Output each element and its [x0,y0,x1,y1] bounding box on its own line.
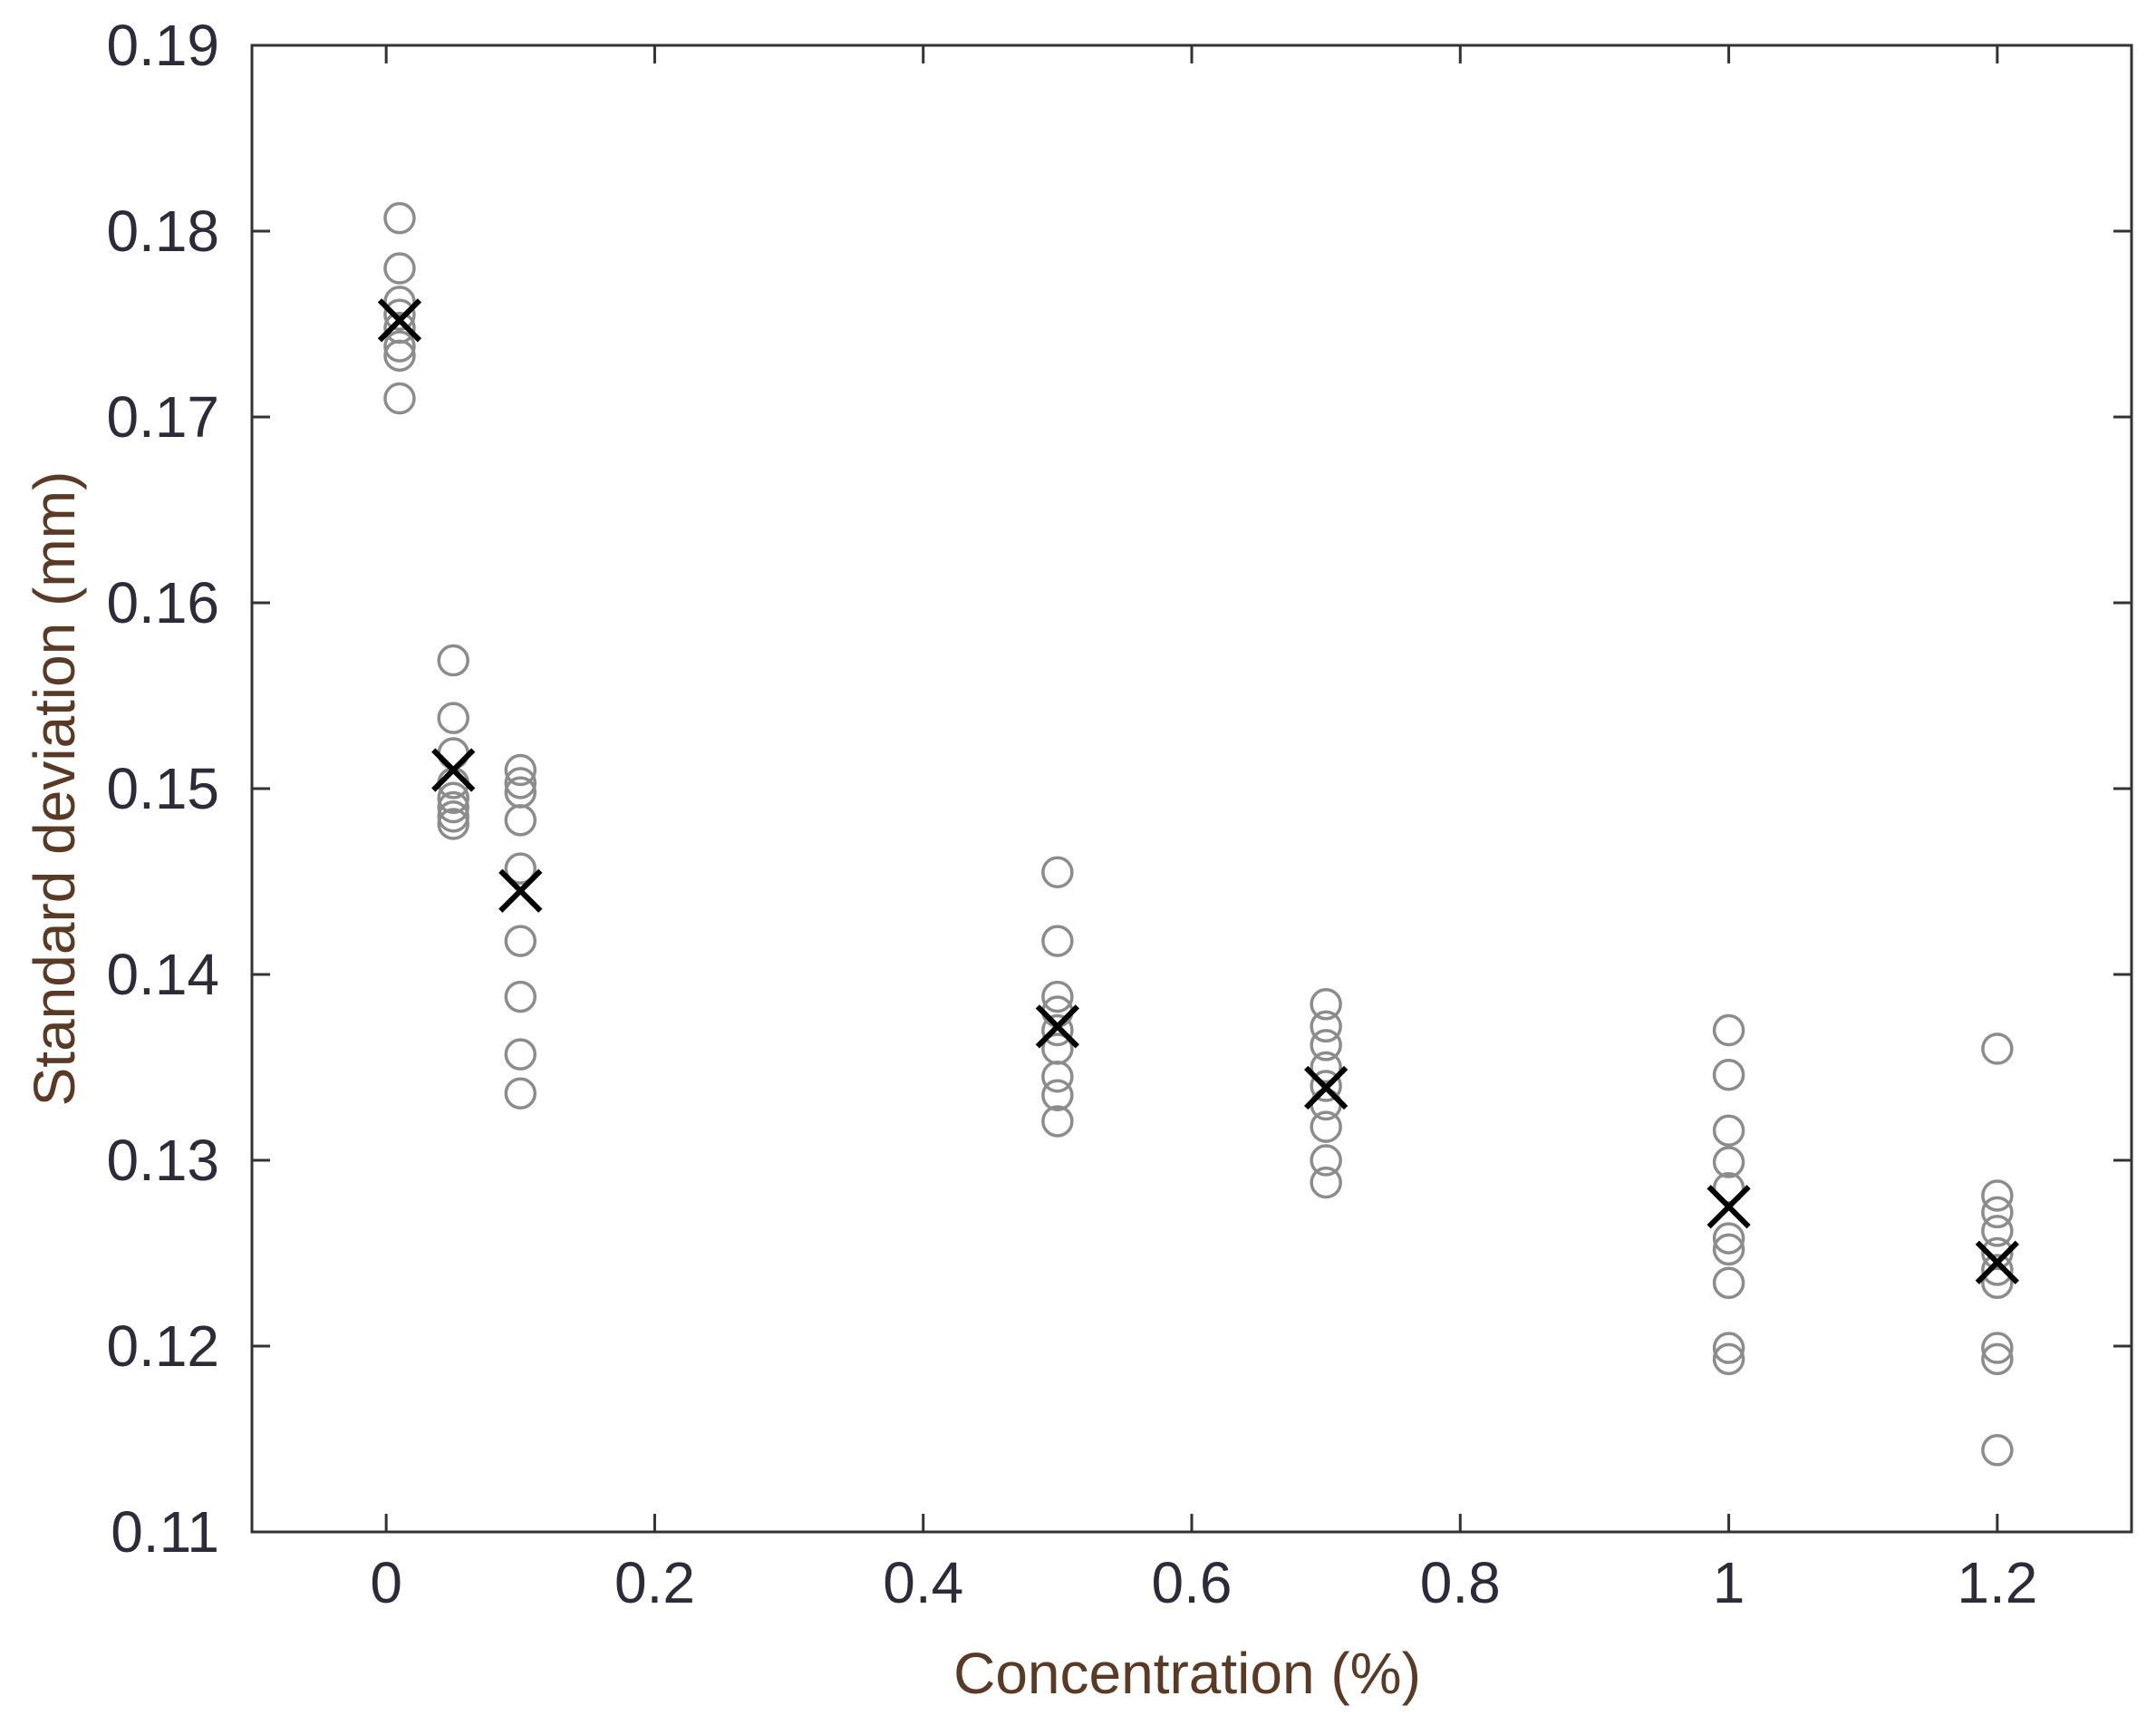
mean-marker [377,298,422,343]
sample-point [1712,1222,1745,1255]
sample-point [1712,1332,1745,1364]
y-tick-label: 0.16 [106,570,219,635]
mean-marker-stroke [431,748,476,792]
mean-marker [1035,1004,1079,1049]
y-tick-label: 0.13 [106,1128,219,1193]
sample-point [1981,1179,2014,1212]
mean-marker [1304,1065,1349,1110]
sample-point [1981,1215,2014,1247]
x-tick-label: 0.8 [1420,1550,1501,1615]
sample-point [383,382,416,415]
sample-point [1310,988,1342,1021]
y-tick-label: 0.14 [106,942,219,1007]
x-tick-label: 0.4 [883,1550,963,1615]
sample-point [504,804,537,837]
x-tick-label: 0 [370,1550,402,1615]
sample-point [1981,1254,2014,1286]
x-tick-label: 1 [1713,1550,1745,1615]
sample-point [1981,1266,2014,1300]
sample-point [1041,980,1074,1013]
sample-point [504,925,537,957]
sample-point [1310,1110,1342,1143]
sample-point [1041,1061,1074,1093]
sample-point [1310,1010,1342,1043]
y-tick-label: 0.19 [106,13,219,78]
y-tick-label: 0.11 [111,1499,219,1565]
sample-point [383,252,416,285]
sample-point [383,286,416,318]
y-tick-label: 0.15 [106,756,219,821]
sample-point [1041,1105,1074,1138]
sample-point [1712,1013,1745,1047]
mean-marker-stroke [498,868,543,913]
sample-point [1981,1332,2014,1364]
sample-point [383,330,416,363]
sample-point [383,201,416,235]
mean-marker [431,748,476,792]
data-points [377,201,2019,1467]
sample-point [504,1077,537,1110]
mean-marker [498,868,543,913]
sample-point [437,702,469,734]
sample-point [437,790,469,824]
mean-marker-stroke [1975,1240,2019,1284]
sample-point [504,1038,537,1071]
sample-point [1041,1079,1074,1111]
sample-point [1712,1058,1745,1091]
sample-point [437,808,469,840]
sample-point [1310,1029,1342,1061]
mean-marker-stroke [1304,1065,1349,1110]
mean-marker [1706,1185,1751,1229]
sample-point [437,800,469,833]
sample-point [1712,1146,1745,1178]
mean-marker-stroke [377,298,422,343]
x-axis-label: Concentration (%) [953,1641,1421,1706]
sample-point [1041,856,1074,888]
sample-point [383,339,416,373]
sample-point [504,980,537,1013]
axis-ticks [252,44,2132,1534]
sample-point [1310,1070,1342,1102]
y-tick-label: 0.18 [106,199,219,264]
y-tick-label: 0.12 [106,1313,219,1379]
sample-point [383,298,416,331]
sample-point [1310,1144,1342,1177]
sample-point [504,852,537,885]
sample-point [1712,1172,1745,1205]
sample-point [504,753,537,787]
x-tick-label: 0.2 [614,1550,695,1615]
sample-point [1041,1013,1074,1047]
mean-marker [1975,1240,2019,1284]
sample-point [1712,1114,1745,1147]
sample-point [1712,1266,1745,1300]
sample-point [504,767,537,800]
sample-point [1310,1051,1342,1084]
mean-marker-stroke [1706,1185,1751,1229]
sample-point [1981,1434,2014,1467]
sample-point [1712,1233,1745,1266]
sample-point [437,781,469,814]
sample-point [1041,925,1074,957]
sample-point [1712,1342,1745,1376]
sample-point [1981,1196,2014,1229]
sample-point [1981,1342,2014,1376]
sample-point [437,644,469,677]
sample-point [1981,1032,2014,1065]
x-tick-label: 0.6 [1152,1550,1233,1615]
y-axis-label: Standard deviation (mm) [22,471,87,1107]
x-tick-label: 1.2 [1957,1550,2037,1615]
tick-labels: 0 0.2 0.4 0.6 0.8 1 1.2 0.11 0.12 0.13 0.14 0.15 0.1… [106,13,2037,1615]
mean-marker-stroke [1035,1004,1079,1049]
y-tick-label: 0.17 [106,384,219,450]
sample-point [1310,1166,1342,1199]
